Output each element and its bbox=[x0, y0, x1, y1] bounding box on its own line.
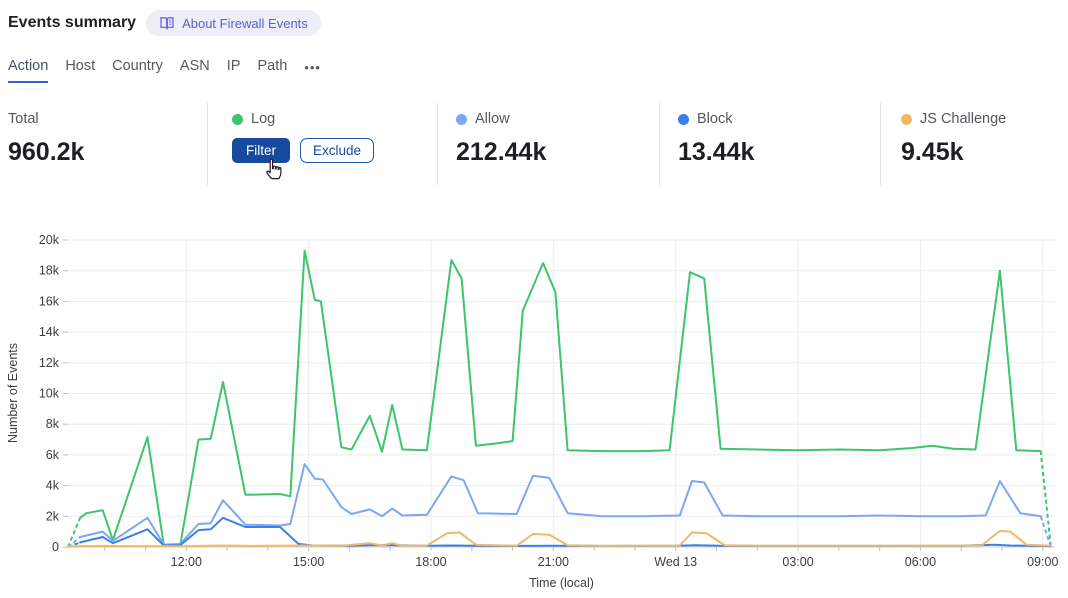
filter-button[interactable]: Filter bbox=[232, 138, 290, 163]
series-line-log-partial-start bbox=[67, 517, 82, 548]
stat-total-value: 960.2k bbox=[8, 138, 85, 166]
stat-allow: Allow 212.44k bbox=[437, 103, 659, 185]
about-link-label: About Firewall Events bbox=[182, 15, 308, 31]
x-tick-label: 03:00 bbox=[782, 555, 813, 569]
y-axis-title: Number of Events bbox=[6, 342, 20, 444]
stat-total-label: Total bbox=[8, 111, 39, 127]
y-tick-label: 20k bbox=[39, 233, 60, 247]
log-legend-dot bbox=[232, 113, 243, 125]
x-tick-label: Wed 13 bbox=[654, 555, 697, 569]
page-header: Events summary About Firewall Events bbox=[8, 10, 321, 36]
dimension-tabs: Action Host Country ASN IP Path ••• bbox=[8, 58, 321, 83]
stat-allow-label: Allow bbox=[475, 111, 510, 127]
x-tick-label: 12:00 bbox=[171, 555, 202, 569]
y-tick-label: 10k bbox=[39, 387, 60, 401]
tabs-overflow-button[interactable]: ••• bbox=[304, 60, 321, 75]
tab-host[interactable]: Host bbox=[65, 58, 96, 74]
stat-block-value: 13.44k bbox=[678, 138, 755, 166]
stat-js-challenge: JS Challenge 9.45k bbox=[880, 103, 1068, 185]
stat-js-challenge-label: JS Challenge bbox=[920, 111, 1007, 127]
chart-canvas: 0 2k 4k 6k 8k 10k 12k 14k 16k 18k 20k 12:00 15:00 18:… bbox=[39, 233, 1059, 569]
stat-log-label: Log bbox=[251, 111, 276, 127]
series-line-block bbox=[79, 516, 1052, 548]
tab-asn[interactable]: ASN bbox=[179, 58, 210, 74]
series-line-log-partial-end bbox=[1039, 450, 1052, 548]
about-firewall-events-link[interactable]: About Firewall Events bbox=[146, 10, 321, 36]
stat-js-challenge-value: 9.45k bbox=[901, 138, 964, 166]
y-tick-label: 2k bbox=[46, 509, 60, 523]
y-tick-label: 6k bbox=[46, 448, 60, 462]
series-line-log bbox=[79, 249, 1042, 547]
page-title: Events summary bbox=[8, 14, 137, 31]
y-tick-label: 8k bbox=[46, 417, 60, 431]
block-legend-dot bbox=[678, 113, 689, 125]
tab-ip[interactable]: IP bbox=[226, 58, 241, 74]
y-tick-label: 14k bbox=[39, 325, 60, 339]
stat-block: Block 13.44k bbox=[659, 103, 880, 185]
series-line-js-challenge bbox=[67, 529, 1052, 548]
tab-path[interactable]: Path bbox=[257, 58, 288, 74]
y-tick-label: 16k bbox=[39, 294, 60, 308]
series-line-allow bbox=[79, 463, 1042, 546]
book-icon bbox=[160, 17, 174, 31]
stats-row: Total 960.2k Log Filter Exclude Allow 21… bbox=[0, 103, 1068, 185]
x-tick-label: 06:00 bbox=[905, 555, 936, 569]
x-tick-label: 09:00 bbox=[1027, 555, 1058, 569]
allow-legend-dot bbox=[456, 113, 467, 125]
tab-action[interactable]: Action bbox=[8, 58, 49, 83]
events-time-series-chart[interactable]: 0 2k 4k 6k 8k 10k 12k 14k 16k 18k 20k 12:00 15:00 18:… bbox=[0, 228, 1068, 598]
exclude-button[interactable]: Exclude bbox=[300, 138, 375, 163]
stat-total: Total 960.2k bbox=[0, 103, 207, 185]
y-tick-label: 18k bbox=[39, 264, 60, 278]
y-tick-label: 0 bbox=[52, 540, 59, 554]
stat-log: Log Filter Exclude bbox=[207, 103, 437, 185]
y-tick-label: 4k bbox=[46, 479, 60, 493]
series-line-allow-partial-end bbox=[1039, 515, 1052, 548]
x-tick-label: 21:00 bbox=[538, 555, 569, 569]
x-tick-label: 18:00 bbox=[415, 555, 446, 569]
tab-country[interactable]: Country bbox=[112, 58, 163, 74]
js-challenge-legend-dot bbox=[901, 113, 912, 125]
x-tick-label: 15:00 bbox=[293, 555, 324, 569]
y-tick-label: 12k bbox=[39, 356, 60, 370]
x-axis-title: Time (local) bbox=[529, 576, 594, 590]
stat-allow-value: 212.44k bbox=[456, 138, 547, 166]
stat-block-label: Block bbox=[697, 111, 733, 127]
